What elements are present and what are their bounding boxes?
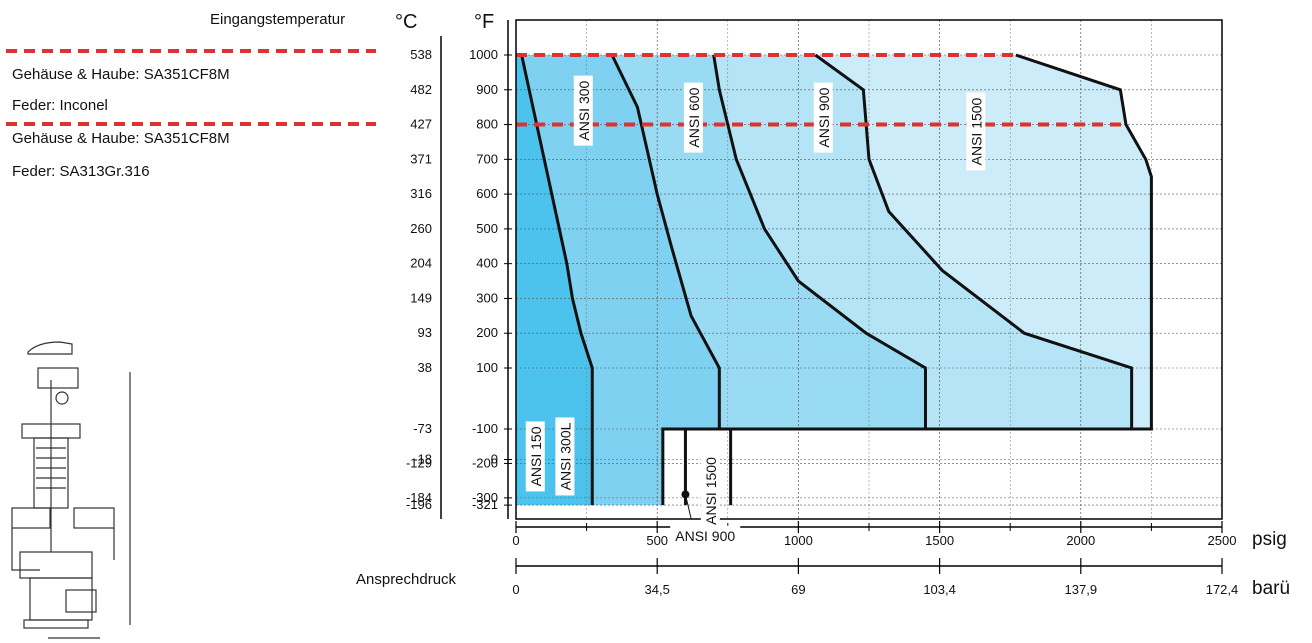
curve-label-text-1: ANSI 300L [557,422,573,490]
curve-label-5: ANSI 1500 [966,92,986,171]
y-tick-c-3: 371 [410,151,432,166]
curve-label-0: ANSI 150 [525,421,545,492]
y-tick-c-14: -196 [406,497,432,512]
region-ansi-1500 [815,55,1152,429]
x-tick-psig-4: 2000 [1066,533,1095,548]
y-tick-f-3: 700 [476,151,498,166]
curve-label-4: ANSI 900 [813,82,833,153]
set-pressure-label: Ansprechdruck [356,571,457,588]
y-tick-c-12: -129 [406,455,432,470]
region-ansi-150-ansi-300l [516,55,593,506]
x-tick-psig-1: 500 [646,533,668,548]
curve-label-bg-0 [525,421,545,492]
y-tick-f-6: 400 [476,256,498,271]
curve-label-bg-7 [670,525,741,545]
y-tick-f-4: 600 [476,186,498,201]
ansi900-pointer-line [684,494,692,519]
x-tick-psig-5: 2500 [1208,533,1237,548]
y-tick-f-10: 0 [491,452,498,467]
legend-body-316: Gehäuse & Haube: SA351CF8M [12,130,230,147]
y-tick-c-4: 316 [410,186,432,201]
curve-label-bg-4 [813,82,833,153]
y-tick-f-8: 200 [476,325,498,340]
y-tick-f-9: 100 [476,360,498,375]
curve-label-text-0: ANSI 150 [528,426,544,486]
y-tick-c-7: 149 [410,290,432,305]
curve-label-3: ANSI 600 [683,82,703,153]
curve-label-7: ANSI 900 [670,525,741,545]
y-tick-f-12: -200 [472,455,498,470]
x-tick-barg-0: 0 [512,582,519,597]
curve-label-1: ANSI 300L [555,417,575,496]
y-tick-f-2: 800 [476,117,498,132]
legend-body-inconel: Gehäuse & Haube: SA351CF8M [12,66,230,83]
x-tick-barg-5: 172,4 [1206,582,1239,597]
curve-label-2: ANSI 300 [573,75,593,146]
rating-regions [516,55,1152,506]
barg-unit: barü [1252,578,1290,599]
curve-label-6: ANSI 1500 [700,451,720,530]
celsius-unit: °C [395,11,417,33]
y-tick-c-8: 93 [418,325,432,340]
psig-unit: psig [1252,529,1287,550]
curve-label-text-6: ANSI 1500 [703,457,719,525]
y-tick-f-1: 900 [476,82,498,97]
curve-label-text-2: ANSI 300 [576,80,592,140]
y-tick-c-1: 482 [410,82,432,97]
y-tick-f-11: -100 [472,421,498,436]
y-tick-c-10: -18 [413,452,432,467]
y-tick-f-5: 500 [476,221,498,236]
x-tick-psig-0: 0 [512,533,519,548]
y-tick-c-13: -184 [406,490,432,505]
y-axis-ticks: 1000538900482800427700371600316500260400… [406,20,512,519]
y-tick-c-6: 204 [410,256,432,271]
x-axis-ticks: 0 500 1000 1500 2000 2500 0 34,5 69 103,4 137,9 172… [512,521,1238,597]
curve-label-text-7: ANSI 900 [675,528,735,544]
rating-curve-5 [661,53,1153,506]
curve-label-bg-1 [555,417,575,496]
curve-label-bg-6 [700,451,720,530]
curve-labels: ANSI 150 ANSI 300L ANSI 300 ANSI 600 ANSI 90… [525,75,986,545]
curve-label-text-5: ANSI 1500 [968,97,984,165]
x-tick-psig-3: 1500 [925,533,954,548]
valve-drawing [11,341,131,639]
legend-spring-inconel: Feder: Inconel [12,97,108,114]
rating-curve-2 [610,54,721,429]
y-tick-c-9: 38 [418,360,432,375]
x-tick-barg-3: 103,4 [923,582,956,597]
inlet-temperature-label: Eingangstemperatur [210,11,345,28]
y-tick-f-14: -321 [472,497,498,512]
y-tick-f-13: -300 [472,490,498,505]
x-tick-psig-2: 1000 [784,533,813,548]
rating-curve-4 [814,53,1134,429]
y-tick-f-0: 1000 [469,47,498,62]
fahrenheit-unit: °F [474,11,494,33]
y-tick-f-7: 300 [476,290,498,305]
y-tick-c-11: -73 [413,421,432,436]
y-tick-c-0: 538 [410,47,432,62]
y-tick-c-2: 427 [410,117,432,132]
curve-label-text-3: ANSI 600 [686,87,702,147]
region-ansi-300 [521,55,720,506]
y-tick-c-5: 260 [410,221,432,236]
curve-label-bg-5 [966,92,986,171]
grid-lines [516,20,1222,519]
curve-label-text-4: ANSI 900 [816,87,832,147]
curve-label-bg-2 [573,75,593,146]
rating-curve-3 [712,54,927,429]
x-tick-barg-4: 137,9 [1065,582,1098,597]
plot-frame [515,19,1223,520]
material-limit-lines [516,53,1126,127]
curve-label-bg-3 [683,82,703,153]
x-tick-barg-1: 34,5 [645,582,670,597]
x-tick-barg-2: 69 [791,582,805,597]
legend-spring-316: Feder: SA313Gr.316 [12,163,150,180]
rating-curves [520,53,1153,506]
